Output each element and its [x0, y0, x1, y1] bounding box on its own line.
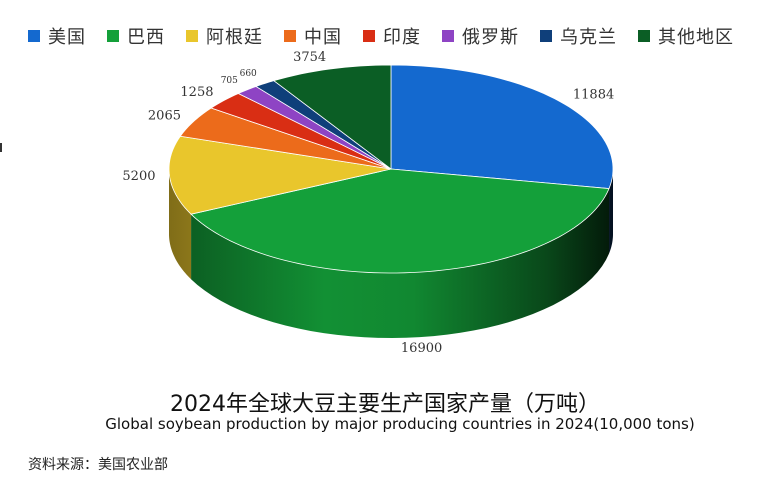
pie-slice	[168, 135, 392, 215]
legend-item: 印度	[363, 23, 421, 49]
legend-item: 俄罗斯	[442, 23, 519, 49]
data-label: 11884	[573, 88, 614, 103]
legend-swatch	[284, 30, 296, 42]
data-label: 660	[240, 69, 257, 79]
chart-title: 2024年全球大豆主要生产国家产量（万吨）	[170, 392, 600, 417]
data-label: 16900	[401, 341, 442, 356]
legend-item: 乌克兰	[540, 23, 617, 49]
data-label: 705	[221, 76, 238, 86]
legend-item: 巴西	[107, 23, 165, 49]
legend-swatch	[107, 30, 119, 42]
pie-slice	[179, 107, 392, 170]
chart-legend: 美国 巴西 阿根廷 中国 印度 俄罗斯 乌克兰 其他地区	[28, 22, 768, 50]
legend-swatch	[186, 30, 198, 42]
legend-item: 美国	[28, 23, 86, 49]
chart-subtitle: Global soybean production by major produ…	[105, 415, 695, 433]
legend-label: 中国	[304, 27, 342, 48]
pie-slice	[190, 168, 610, 274]
pie-slice	[210, 93, 392, 170]
legend-swatch	[540, 30, 552, 42]
pie-slice-side	[609, 169, 613, 254]
axis-tick-mark	[0, 143, 2, 152]
data-label: 3754	[293, 50, 326, 65]
legend-item: 阿根廷	[186, 23, 263, 49]
legend-label: 乌克兰	[560, 27, 617, 48]
legend-swatch	[638, 30, 650, 42]
legend-item: 其他地区	[638, 23, 734, 49]
data-label: 5200	[122, 169, 155, 184]
legend-swatch	[442, 30, 454, 42]
pie-slice-side	[169, 169, 192, 280]
legend-label: 俄罗斯	[462, 27, 519, 48]
pie-slice	[390, 64, 614, 189]
pie-slice	[255, 80, 392, 170]
legend-item: 中国	[284, 23, 342, 49]
pie-slice	[272, 64, 392, 170]
legend-label: 印度	[383, 27, 421, 48]
legend-label: 巴西	[127, 27, 165, 48]
legend-label: 美国	[48, 27, 86, 48]
pie-slice	[237, 85, 392, 170]
legend-swatch	[28, 30, 40, 42]
pie-slice-side	[191, 188, 610, 338]
data-label: 1258	[180, 85, 213, 100]
legend-swatch	[363, 30, 375, 42]
source-note: 资料来源：美国农业部	[28, 457, 168, 473]
legend-label: 阿根廷	[206, 27, 263, 48]
legend-label: 其他地区	[658, 27, 734, 48]
data-label: 2065	[148, 109, 181, 124]
